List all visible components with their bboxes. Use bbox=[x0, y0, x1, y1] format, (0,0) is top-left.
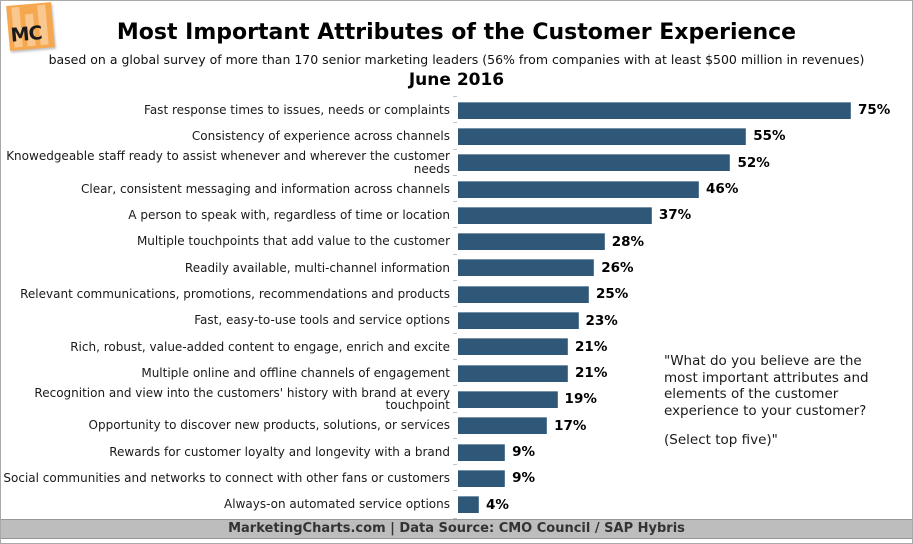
category-label: Relevant communications, promotions, rec… bbox=[20, 286, 450, 301]
bar bbox=[458, 364, 569, 382]
bar-track: 46% bbox=[453, 174, 912, 202]
chart-subtitle: based on a global survey of more than 17… bbox=[48, 52, 865, 67]
category-label: Fast response times to issues, needs or … bbox=[144, 102, 450, 117]
bar bbox=[458, 390, 558, 408]
category-label: Rich, robust, value-added content to eng… bbox=[70, 339, 450, 354]
bar-track: 17% bbox=[453, 411, 912, 439]
chart-title: Most Important Attributes of the Custome… bbox=[116, 20, 797, 45]
category-label: Social communities and networks to conne… bbox=[3, 471, 450, 486]
bar-chart: Fast response times to issues, needs or … bbox=[1, 95, 912, 520]
bar bbox=[458, 127, 747, 145]
bar-row: Opportunity to discover new products, so… bbox=[1, 411, 912, 439]
value-label: 75% bbox=[858, 102, 891, 119]
bar-track: 25% bbox=[453, 280, 912, 307]
bar-row: Fast, easy-to-use tools and service opti… bbox=[1, 306, 912, 333]
value-label: 26% bbox=[601, 259, 634, 276]
bar bbox=[458, 154, 731, 172]
category-label: Multiple touchpoints that add value to t… bbox=[136, 234, 450, 249]
chart-date: June 2016 bbox=[408, 70, 505, 90]
bar-track: 21% bbox=[453, 358, 912, 386]
bar bbox=[458, 496, 479, 514]
bar bbox=[458, 206, 652, 224]
bar bbox=[458, 233, 605, 251]
bar bbox=[458, 469, 506, 487]
category-label: A person to speak with, regardless of ti… bbox=[128, 208, 450, 223]
value-label: 28% bbox=[611, 233, 645, 250]
value-label: 37% bbox=[658, 207, 692, 224]
source-footer: MarketingCharts.com | Data Source: CMO C… bbox=[1, 519, 912, 539]
bar-track: 23% bbox=[453, 306, 912, 333]
category-label: Always-on automated service options bbox=[224, 497, 450, 512]
bar-track: 55% bbox=[453, 122, 912, 149]
bar-track: 21% bbox=[453, 332, 912, 360]
category-label: Clear, consistent messaging and informat… bbox=[80, 181, 450, 196]
bar bbox=[458, 180, 700, 198]
value-label: 17% bbox=[554, 417, 587, 434]
bar-track: 52% bbox=[453, 148, 912, 176]
bar bbox=[458, 417, 548, 435]
bar bbox=[458, 285, 589, 303]
survey-question-text: "What do you believe are the most import… bbox=[664, 353, 869, 420]
bar-track: 37% bbox=[453, 201, 912, 228]
bar-track: 9% bbox=[453, 464, 912, 491]
bar bbox=[458, 443, 506, 461]
category-label: Multiple online and offline channels of … bbox=[141, 365, 450, 380]
category-label: Rewards for customer loyalty and longevi… bbox=[109, 444, 450, 459]
bar-row: A person to speak with, regardless of ti… bbox=[1, 201, 912, 228]
bar-row: Recognition and view into the customers'… bbox=[1, 385, 912, 413]
bar-track: 75% bbox=[453, 95, 912, 123]
survey-instruction-text: (Select top five)" bbox=[664, 431, 778, 448]
bar-track: 19% bbox=[453, 385, 912, 412]
bar-row: Consistency of experience across channel… bbox=[1, 122, 912, 149]
bar bbox=[458, 312, 579, 330]
bar-row: Social communities and networks to conne… bbox=[1, 464, 912, 491]
bar bbox=[458, 259, 595, 277]
bar-row: Multiple touchpoints that add value to t… bbox=[1, 227, 912, 254]
bar-track: 9% bbox=[453, 437, 912, 465]
value-label: 21% bbox=[575, 338, 608, 355]
category-label: Knowedgeable staff ready to assist whene… bbox=[6, 149, 450, 176]
value-label: 52% bbox=[737, 154, 770, 171]
value-label: 55% bbox=[753, 128, 786, 145]
bar-track: 26% bbox=[453, 253, 912, 281]
category-label: Consistency of experience across channel… bbox=[191, 129, 450, 144]
value-label: 9% bbox=[512, 444, 536, 460]
category-label: Fast, easy-to-use tools and service opti… bbox=[194, 313, 450, 328]
bar-track: 28% bbox=[453, 227, 912, 254]
bar bbox=[458, 338, 569, 356]
bar-row: Relevant communications, promotions, rec… bbox=[1, 280, 912, 307]
bar-row: Rewards for customer loyalty and longevi… bbox=[1, 437, 912, 465]
value-label: 4% bbox=[485, 496, 509, 513]
bar-row: Always-on automated service options 4% bbox=[1, 490, 912, 520]
bar-row: Clear, consistent messaging and informat… bbox=[1, 174, 912, 202]
bar bbox=[458, 101, 851, 119]
value-label: 25% bbox=[596, 286, 629, 303]
bar-track: 4% bbox=[453, 490, 912, 520]
survey-question-annotation: "What do you believe are the most import… bbox=[664, 353, 882, 449]
value-label: 23% bbox=[585, 312, 618, 329]
value-label: 9% bbox=[512, 470, 536, 487]
bar-row: Rich, robust, value-added content to eng… bbox=[1, 332, 912, 360]
value-label: 46% bbox=[706, 181, 739, 198]
value-label: 21% bbox=[575, 365, 608, 382]
bar-row: Knowedgeable staff ready to assist whene… bbox=[1, 148, 912, 176]
bar-row: Multiple online and offline channels of … bbox=[1, 358, 912, 386]
category-label: Recognition and view into the customers'… bbox=[34, 385, 450, 413]
value-label: 19% bbox=[564, 391, 597, 408]
category-label: Opportunity to discover new products, so… bbox=[88, 418, 450, 433]
bar-row: Readily available, multi-channel informa… bbox=[1, 253, 912, 281]
category-label: Readily available, multi-channel informa… bbox=[184, 260, 450, 275]
bar-row: Fast response times to issues, needs or … bbox=[1, 95, 912, 123]
